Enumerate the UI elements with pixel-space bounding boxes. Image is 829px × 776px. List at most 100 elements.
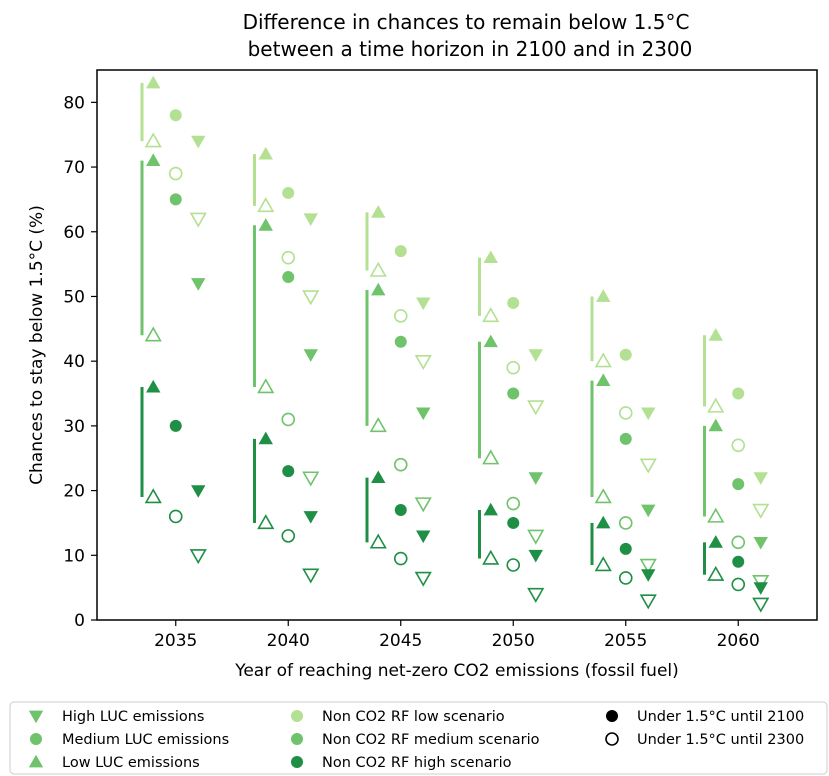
point-2055-medium-luc_medium-2300 — [618, 516, 633, 530]
point-2055-low-luc_medium-2100 — [619, 348, 632, 361]
point-2050-low-luc_high-2100 — [528, 349, 543, 362]
point-2055-low-luc_medium-2300 — [618, 406, 633, 420]
y-tick-label-0: 0 — [74, 611, 85, 631]
legend-label-horizon-1: Under 1.5°C until 2300 — [637, 732, 804, 748]
point-2040-low-luc_low-2100 — [258, 146, 273, 160]
y-axis-label: Chances to stay below 1.5°C (%) — [27, 205, 47, 485]
point-2035-medium-luc_low-2300 — [144, 326, 162, 342]
plot-frame — [96, 69, 818, 621]
point-2050-low-luc_high-2300 — [527, 400, 545, 416]
point-2050-medium-luc_medium-2100 — [507, 387, 520, 400]
point-2040-medium-luc_low-2300 — [257, 378, 275, 394]
point-2055-medium-luc_low-2300 — [594, 488, 612, 504]
point-2055-medium-luc_high-2300 — [639, 558, 657, 574]
point-2035-low-luc_high-2100 — [191, 135, 206, 149]
point-2050-low-luc_low-2100 — [483, 250, 498, 264]
point-2045-medium-luc_low-2300 — [369, 417, 387, 433]
point-2055-high-luc_medium-2100 — [619, 542, 632, 555]
point-2045-medium-luc_low-2100 — [371, 282, 386, 296]
legend-marker-luc-2 — [28, 754, 44, 768]
point-2035-low-luc_low-2300 — [144, 132, 162, 148]
point-2060-low-luc_medium-2100 — [732, 387, 745, 400]
point-2060-medium-luc_medium-2300 — [731, 535, 746, 550]
point-2035-high-luc_medium-2100 — [169, 419, 182, 432]
point-2040-low-luc_medium-2300 — [281, 250, 296, 265]
point-2045-medium-luc_medium-2100 — [394, 335, 407, 348]
point-2035-medium-luc_high-2100 — [191, 278, 206, 291]
point-2045-low-luc_low-2100 — [371, 205, 386, 218]
point-2055-high-luc_medium-2300 — [618, 571, 633, 585]
point-2055-high-luc_low-2300 — [594, 556, 612, 572]
point-2050-medium-luc_high-2100 — [528, 472, 543, 485]
point-2060-low-luc_high-2300 — [752, 503, 770, 519]
point-2050-medium-luc_high-2300 — [527, 529, 545, 545]
point-2040-low-luc_medium-2100 — [282, 186, 295, 199]
point-2045-low-luc_medium-2100 — [394, 245, 407, 258]
point-2050-high-luc_medium-2100 — [507, 516, 520, 529]
point-2035-high-luc_low-2100 — [146, 379, 161, 393]
point-2060-medium-luc_high-2100 — [753, 536, 768, 550]
legend-marker-horizon-1 — [605, 732, 619, 746]
y-tick-label-60: 60 — [63, 223, 85, 243]
point-2040-low-luc_high-2100 — [303, 213, 318, 227]
point-2040-medium-luc_high-2100 — [303, 349, 318, 362]
x-tick-label-2040: 2040 — [267, 631, 310, 651]
point-2050-low-luc_medium-2300 — [506, 360, 521, 375]
legend-label-rf-2: Non CO2 RF high scenario — [322, 755, 512, 771]
point-2040-high-luc_high-2100 — [303, 511, 318, 524]
plot-marks — [140, 75, 770, 613]
legend-marker-rf-1 — [291, 733, 303, 745]
legend-frame — [9, 701, 828, 775]
point-2055-medium-luc_low-2100 — [596, 373, 611, 386]
point-2060-low-luc_low-2300 — [707, 397, 725, 413]
point-2055-low-luc_low-2100 — [596, 289, 611, 302]
point-2060-low-luc_high-2100 — [753, 472, 768, 485]
point-2045-low-luc_medium-2300 — [393, 309, 408, 323]
point-2060-high-luc_medium-2100 — [732, 555, 745, 568]
point-2040-medium-luc_medium-2300 — [281, 412, 296, 427]
legend-marker-rf-0 — [291, 710, 303, 722]
point-2055-high-luc_high-2100 — [641, 569, 656, 582]
point-2035-high-luc_low-2300 — [144, 488, 162, 504]
point-2045-high-luc_low-2100 — [371, 470, 386, 484]
point-2035-low-luc_low-2100 — [146, 75, 161, 89]
y-tick-label-50: 50 — [63, 287, 85, 307]
point-2040-high-luc_medium-2300 — [281, 529, 296, 543]
point-2050-medium-luc_medium-2300 — [506, 496, 521, 511]
point-2050-high-luc_high-2300 — [527, 587, 545, 603]
point-2055-medium-luc_medium-2100 — [619, 432, 632, 445]
legend-label-luc-1: Medium LUC emissions — [62, 732, 229, 748]
point-2045-low-luc_high-2100 — [416, 297, 431, 311]
point-2050-low-luc_medium-2100 — [507, 296, 520, 309]
point-2035-low-luc_medium-2100 — [169, 109, 182, 122]
point-2060-high-luc_high-2300 — [752, 597, 770, 613]
point-2035-low-luc_high-2300 — [189, 212, 207, 228]
legend-marker-luc-0 — [28, 710, 44, 724]
point-2060-medium-luc_low-2300 — [707, 507, 725, 523]
y-tick-label-30: 30 — [63, 417, 85, 437]
point-2035-high-luc_medium-2300 — [168, 509, 183, 524]
point-2040-high-luc_low-2100 — [258, 431, 273, 445]
chart-title-line-1: Difference in chances to remain below 1.… — [243, 10, 690, 34]
point-2045-high-luc_medium-2100 — [394, 504, 407, 516]
point-2055-high-luc_high-2300 — [639, 594, 657, 610]
point-2045-medium-luc_medium-2300 — [393, 457, 408, 472]
point-2045-medium-luc_high-2300 — [414, 497, 432, 513]
y-tick-label-80: 80 — [63, 93, 85, 113]
point-2035-medium-luc_medium-2100 — [169, 193, 182, 206]
legend-marker-rf-2 — [291, 756, 303, 768]
x-tick-label-2050: 2050 — [492, 631, 535, 651]
legend-label-luc-0: High LUC emissions — [62, 709, 204, 725]
point-2045-high-luc_high-2300 — [414, 571, 432, 587]
axis-ticks: 2035 2040 2045 2050 2055 2060 0 10 20 30 40 50 60 70 8… — [63, 93, 760, 651]
point-2050-high-luc_medium-2300 — [506, 558, 521, 572]
point-2035-high-luc_high-2300 — [189, 549, 207, 565]
point-2040-medium-luc_medium-2100 — [282, 271, 295, 284]
point-2040-low-luc_high-2300 — [302, 290, 320, 306]
point-2050-medium-luc_low-2300 — [482, 449, 500, 465]
y-tick-label-20: 20 — [63, 482, 85, 502]
point-2045-high-luc_high-2100 — [416, 530, 431, 544]
point-2055-low-luc_high-2300 — [639, 458, 657, 474]
point-2040-low-luc_low-2300 — [257, 197, 275, 213]
